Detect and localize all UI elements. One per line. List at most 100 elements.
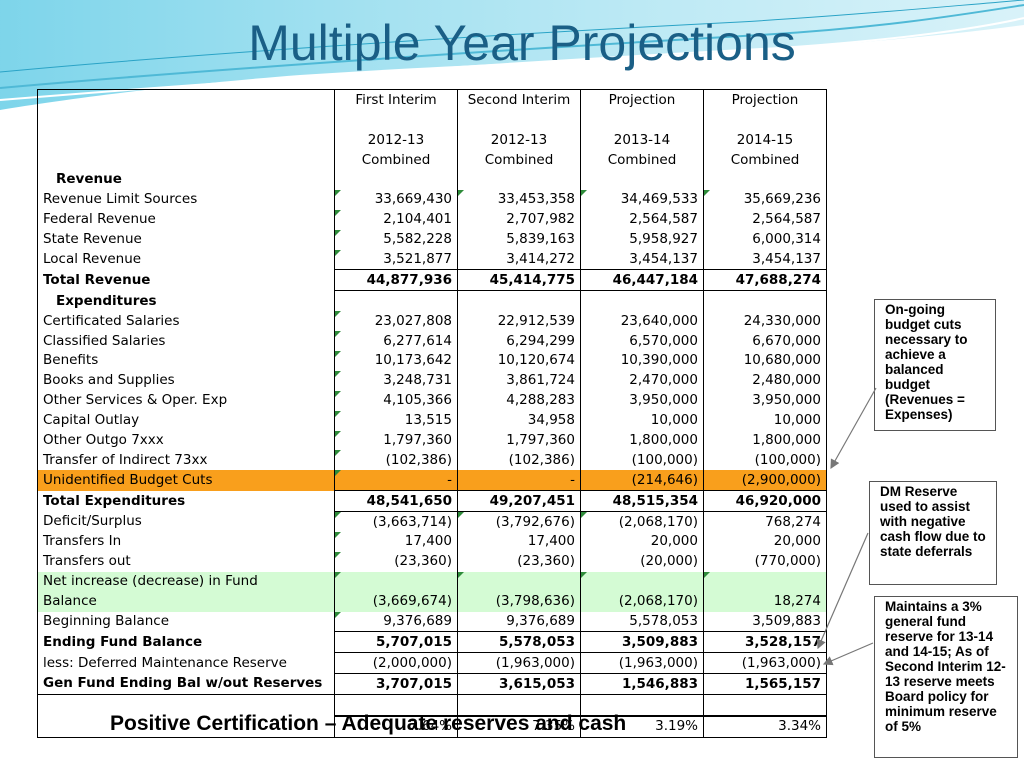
table-row: less: Deferred Maintenance Reserve (2,000…	[38, 652, 827, 674]
table-cell: (2,068,170)	[580, 511, 704, 533]
table-cell: (1,963,000)	[703, 652, 827, 674]
column-header: Combined	[580, 150, 704, 170]
table-cell: 3,414,272	[457, 249, 581, 270]
table-cell: 23,027,808	[334, 311, 458, 332]
table-row	[37, 694, 827, 717]
table-cell: 10,000	[703, 410, 827, 431]
table-row: Books and Supplies 3,248,731 3,861,724 2,47…	[38, 370, 827, 391]
header-corner	[38, 90, 335, 111]
table-cell: 34,469,533	[580, 189, 704, 210]
table-cell: 2,564,587	[703, 209, 827, 230]
table-cell: 3,248,731	[334, 370, 458, 391]
row-label: Federal Revenue	[43, 211, 156, 228]
table-cell: (20,000)	[580, 551, 704, 572]
table-cell: 49,207,451	[457, 490, 581, 513]
table-row: Other Services & Oper. Exp 4,105,366 4,288…	[38, 390, 827, 411]
table-cell: 1,565,157	[703, 673, 827, 696]
table-cell: 5,582,228	[334, 229, 458, 250]
column-header	[334, 110, 458, 130]
table-row: Transfer of Indirect 73xx (102,386) (102,3…	[38, 450, 827, 471]
row-label: Total Revenue	[43, 271, 151, 288]
header-corner	[38, 130, 335, 150]
table-cell: (100,000)	[580, 450, 704, 471]
table-cell: 44,877,936	[334, 269, 458, 292]
table-cell: 5,839,163	[457, 229, 581, 250]
table-cell: 5,578,053	[457, 631, 581, 654]
table-cell	[580, 571, 704, 592]
table-cell: 9,376,689	[457, 611, 581, 632]
table-cell: 22,912,539	[457, 311, 581, 332]
table-row: Classified Salaries 6,277,614 6,294,299 6,5…	[38, 331, 827, 352]
table-cell: 1,800,000	[580, 430, 704, 451]
row-label: Revenue	[56, 171, 122, 188]
column-header: Second Interim	[457, 89, 581, 110]
table-row: Revenue Limit Sources 33,669,430 33,453,35…	[38, 189, 827, 210]
table-cell: 10,120,674	[457, 351, 581, 371]
row-label: Total Expenditures	[43, 492, 186, 509]
table-row: 7.64% 7.35% 3.19% 3.34%	[38, 715, 827, 738]
column-header: First Interim	[334, 89, 458, 110]
table-cell: 3,454,137	[580, 249, 704, 270]
table-cell: (3,669,674)	[334, 591, 458, 612]
table-row: Total Revenue 44,877,936 45,414,775 46,447,…	[38, 269, 827, 292]
table-cell: (1,963,000)	[457, 652, 581, 674]
row-label: Expenditures	[56, 292, 157, 309]
row-label: Certificated Salaries	[43, 312, 180, 329]
table-cell: 6,294,299	[457, 331, 581, 352]
header-corner	[38, 150, 335, 170]
table-cell: 1,800,000	[703, 430, 827, 451]
table-cell: (2,068,170)	[580, 591, 704, 612]
column-header	[580, 110, 704, 130]
row-label: Benefits	[43, 352, 99, 369]
table-cell	[580, 290, 704, 312]
table-cell: 2,564,587	[580, 209, 704, 230]
footer-caption: Positive Certification – Adequate reserv…	[110, 712, 627, 735]
table-cell: 33,669,430	[334, 189, 458, 210]
row-label: Other Services & Oper. Exp	[43, 392, 228, 409]
table-row: Net increase (decrease) in Fund	[37, 571, 827, 592]
header-row: First Interim Second Interim Projection Pro…	[38, 89, 827, 111]
table-cell: 1,797,360	[457, 430, 581, 451]
table-cell: 34,958	[457, 410, 581, 431]
table-row: Certificated Salaries 23,027,808 22,912,53…	[38, 311, 827, 332]
table-cell	[457, 571, 581, 592]
row-label: Beginning Balance	[43, 613, 170, 630]
row-label: less: Deferred Maintenance Reserve	[43, 654, 287, 671]
table-cell: (3,792,676)	[457, 511, 581, 533]
column-header: Combined	[334, 150, 458, 170]
table-row: Transfers In 17,400 17,400 20,000 20,000	[38, 532, 827, 552]
table-cell: 9,376,689	[334, 611, 458, 632]
table-row: Capital Outlay 13,515 34,958 10,000 10,000	[38, 410, 827, 431]
row-label: Unidentified Budget Cuts	[37, 470, 335, 491]
row-label: Transfers In	[43, 533, 122, 550]
row-label: Other Outgo 7xxx	[43, 432, 164, 449]
table-cell	[580, 694, 704, 717]
table-cell: 24,330,000	[703, 311, 827, 332]
table-cell: 35,669,236	[703, 189, 827, 210]
table-cell: (2,000,000)	[334, 652, 458, 674]
table-cell: 4,105,366	[334, 390, 458, 411]
table-cell: -	[334, 470, 458, 491]
table-cell: 46,447,184	[580, 269, 704, 292]
column-header	[703, 110, 827, 130]
table-row: Balance (3,669,674) (3,798,636) (2,068,170)…	[37, 591, 827, 612]
column-header	[457, 110, 581, 130]
table-row: Federal Revenue 2,104,401 2,707,982 2,564,5…	[38, 209, 827, 230]
table-row: Benefits 10,173,642 10,120,674 10,390,000 10…	[38, 351, 827, 371]
row-label: Deficit/Surplus	[43, 513, 142, 530]
table-cell	[334, 170, 458, 190]
table-cell: (102,386)	[334, 450, 458, 471]
row-label: Capital Outlay	[43, 412, 140, 429]
table-cell: 1,546,883	[580, 673, 704, 696]
row-label: Local Revenue	[43, 251, 142, 268]
table-cell	[703, 694, 827, 717]
table-cell: 7.35%	[457, 715, 581, 738]
row-label: State Revenue	[43, 231, 142, 248]
table-cell: 6,570,000	[580, 331, 704, 352]
table-cell: 3,454,137	[703, 249, 827, 270]
table-cell	[703, 290, 827, 312]
row-label: Gen Fund Ending Bal w/out Reserves	[43, 675, 323, 692]
table-row: Other Outgo 7xxx 1,797,360 1,797,360 1,800,…	[38, 430, 827, 451]
wave-decoration	[0, 0, 1024, 110]
table-cell: 10,000	[580, 410, 704, 431]
